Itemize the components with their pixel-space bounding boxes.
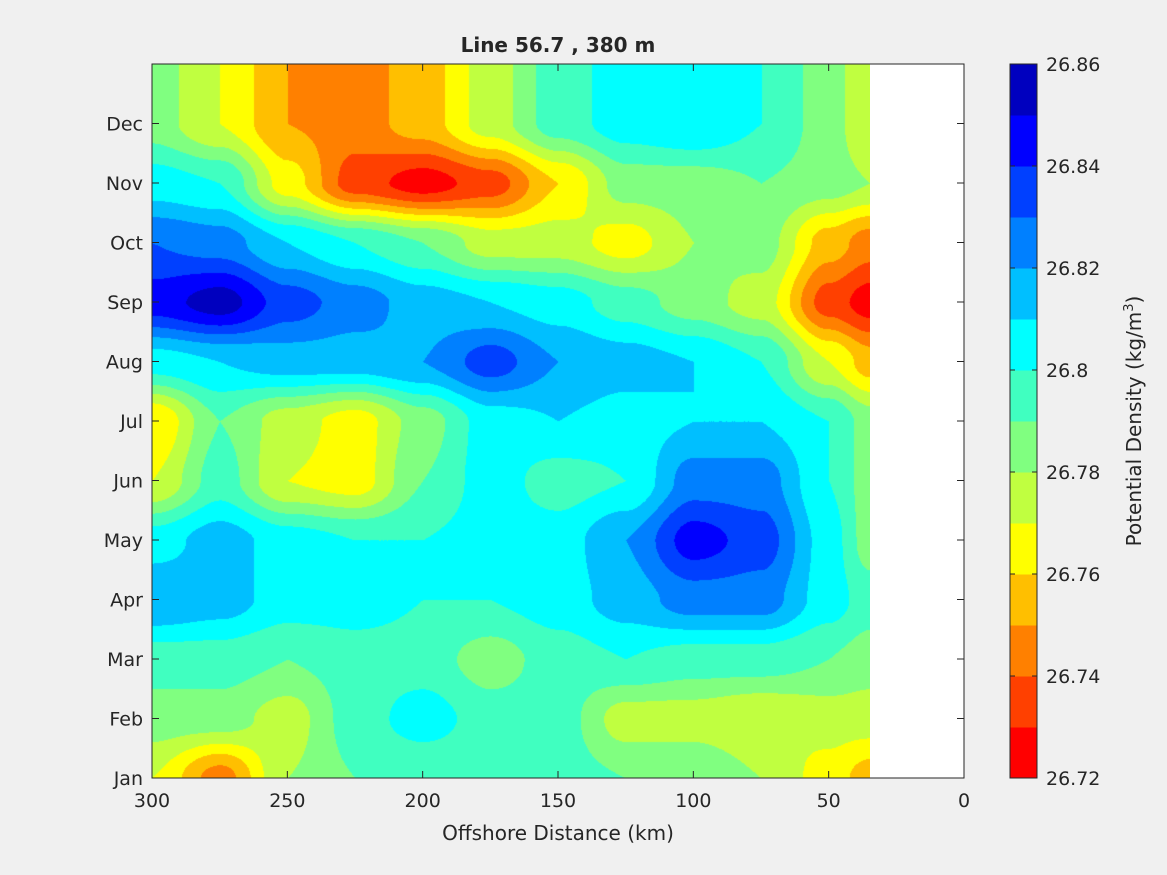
x-tick-label: 200 [405,790,441,812]
colorbar [1010,64,1037,779]
contour-field [152,64,870,778]
y-axis: Jan Feb Mar Apr May Jun Jul Aug Sep Oct Nov Dec [104,114,964,790]
colorbar-bin [1010,727,1037,779]
colorbar-tick-label: 26.76 [1046,564,1100,586]
y-tick-label: Sep [107,292,143,314]
y-tick-label: Jun [112,471,143,493]
y-tick-label: May [104,530,143,552]
colorbar-tick-label: 26.74 [1046,666,1100,688]
colorbar-bin [1010,64,1037,116]
y-tick-label: Dec [106,114,143,136]
colorbar-tick-label: 26.8 [1046,360,1088,382]
y-tick-label: Nov [106,173,143,195]
colorbar-bin [1010,625,1037,677]
colorbar-ticks: 26.72 26.74 26.76 26.78 26.8 26.82 26.84 26.86 [1010,54,1100,790]
colorbar-frame [1009,63,1038,779]
colorbar-bin [1010,370,1037,422]
x-tick-label: 250 [269,790,305,812]
x-tick-label: 300 [134,790,170,812]
colorbar-bin [1010,115,1037,167]
colorbar-bin [1010,421,1037,473]
x-tick-label: 150 [540,790,576,812]
colorbar-label: Potential Density (kg/m3) [1122,296,1146,547]
colorbar-tick-label: 26.86 [1046,54,1100,76]
contour-field-container [152,64,870,778]
y-tick-label: Jul [119,411,143,433]
colorbar-bin [1010,574,1037,626]
y-tick-label: Feb [109,709,143,731]
y-tick-label: Jan [113,768,143,790]
colorbar-tick-label: 26.82 [1046,258,1100,280]
y-tick-label: Mar [107,649,143,671]
x-axis: 300 250 200 150 100 50 0 [134,64,970,812]
colorbar-bin [1010,217,1037,269]
colorbar-bin [1010,676,1037,728]
colorbar-tick-label: 26.72 [1046,768,1100,790]
colorbar-bin [1010,472,1037,524]
y-tick-label: Aug [106,352,143,374]
colorbar-bin [1010,268,1037,320]
colorbar-bin [1010,319,1037,371]
colorbar-tick-label: 26.78 [1046,462,1100,484]
x-axis-label: Offshore Distance (km) [442,821,674,845]
colorbar-tick-label: 26.84 [1046,156,1100,178]
chart-title: Line 56.7 , 380 m [461,33,656,57]
x-tick-label: 100 [675,790,711,812]
y-tick-label: Apr [110,590,143,612]
colorbar-bin [1010,166,1037,218]
colorbar-bin [1010,523,1037,575]
y-tick-label: Oct [110,233,143,255]
x-tick-label: 0 [958,790,970,812]
x-tick-label: 50 [817,790,841,812]
